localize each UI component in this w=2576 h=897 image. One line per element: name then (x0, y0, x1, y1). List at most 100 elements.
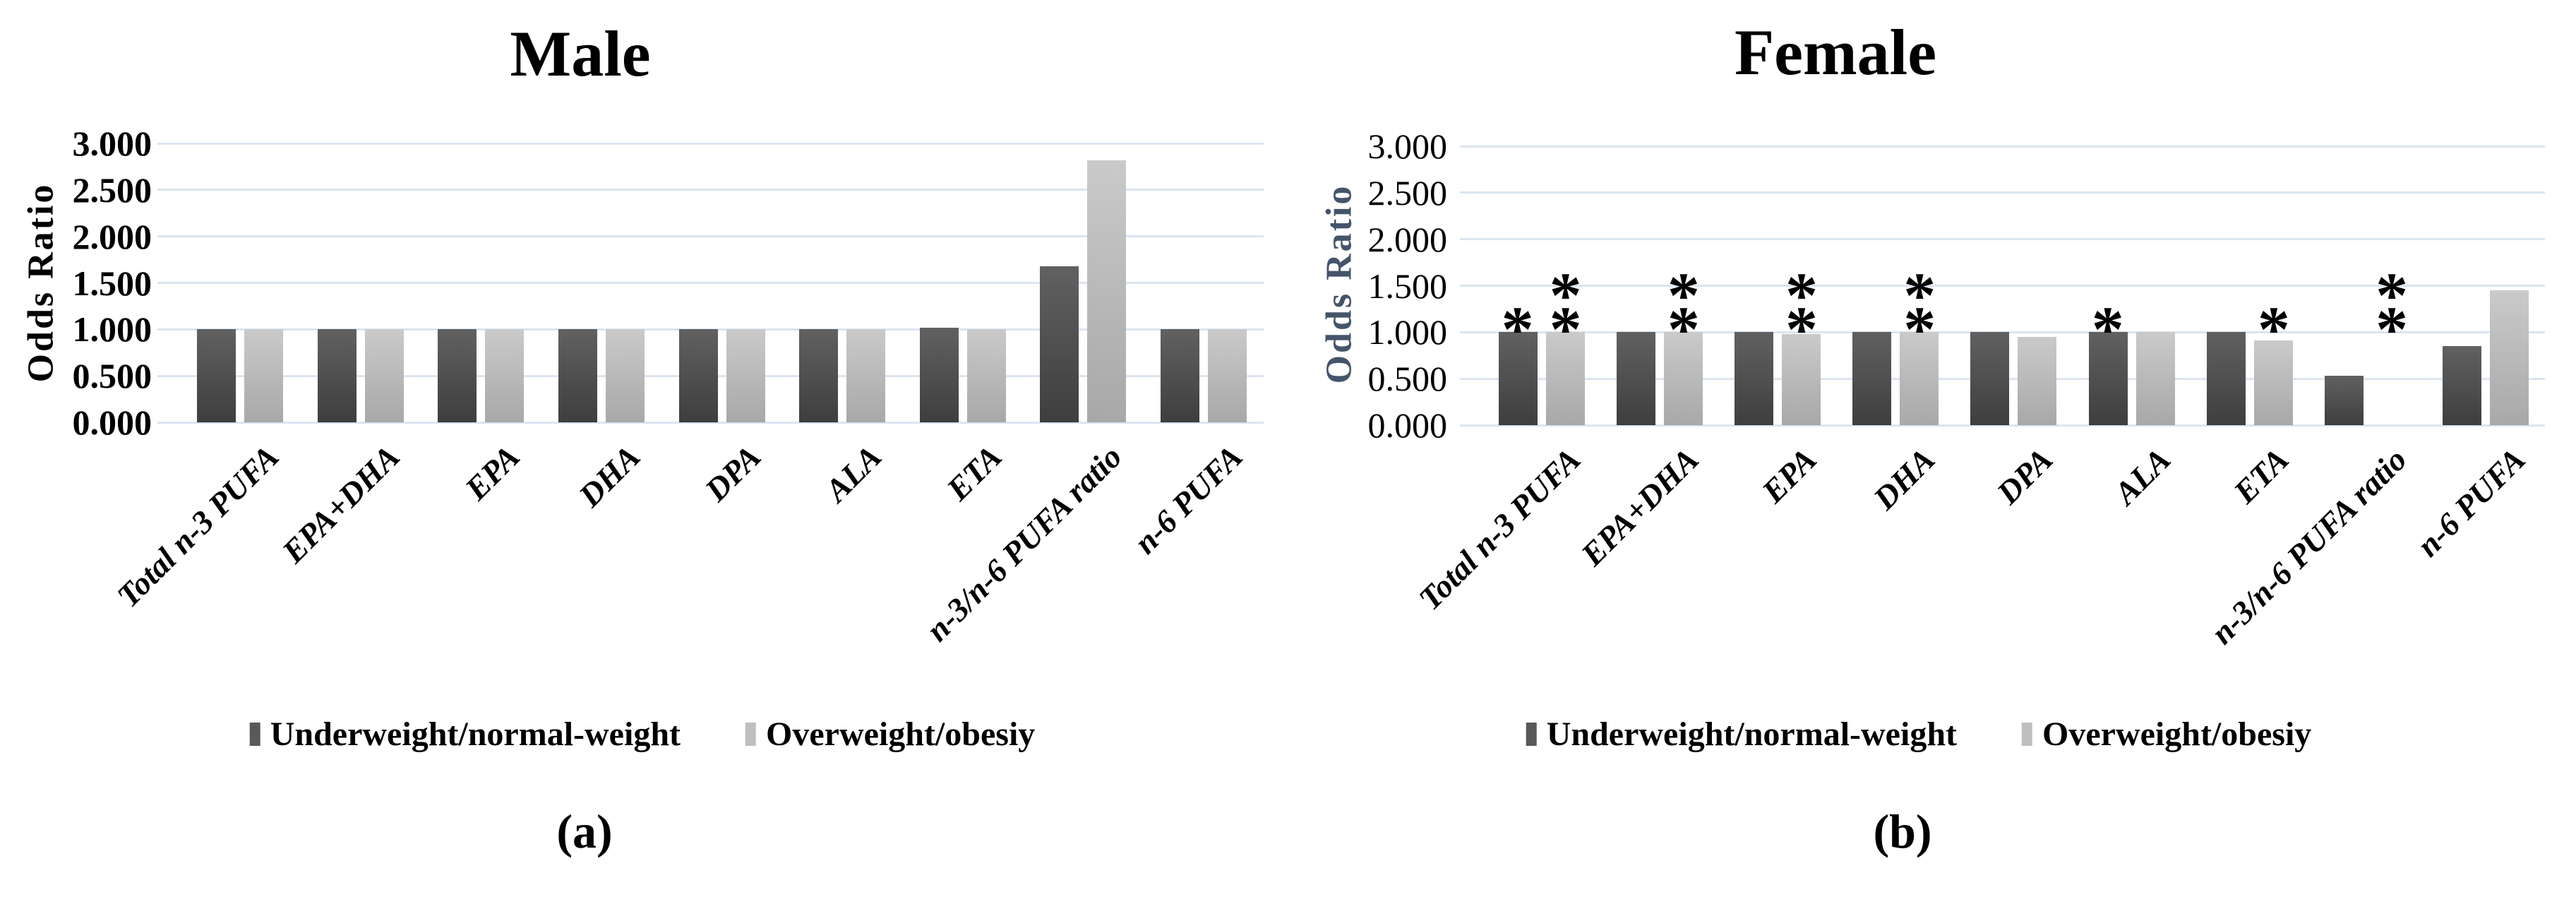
legend-swatch-overweight-icon (2022, 723, 2032, 746)
bar-group-n-6-pufa (1144, 143, 1264, 422)
bar-group-epa (421, 143, 541, 422)
bar-groups (180, 143, 1264, 422)
bar-group-n-3-n-6-pufa-ratio: * * (2309, 146, 2427, 425)
bar-underweight-dpa (678, 329, 718, 422)
x-axis-label-n-6-pufa: n-6 PUFA (2409, 441, 2532, 564)
y-tick-label: 0.500 (1367, 359, 1448, 399)
bar-overweight-ala (846, 329, 886, 422)
chart-a-plot-area (180, 142, 1264, 424)
bar-group-n-3-n-6-pufa-ratio (1023, 143, 1144, 422)
significance-marker-overweight-total-n-3-pufa: * * (1549, 259, 1582, 365)
bar-underweight-ala (2088, 332, 2128, 425)
panel-b-caption: (b) (1873, 804, 1932, 858)
chart-b-title: Female (1734, 16, 1937, 88)
x-axis-label-dpa: DPA (697, 438, 768, 509)
bar-underweight-dha (558, 329, 597, 422)
bar-groups: * * * * * * * * * * * * * (1482, 146, 2545, 425)
y-axis-tick (1460, 424, 1482, 427)
significance-marker-underweight-total-n-3-pufa: * (1501, 293, 1534, 365)
bar-underweight-epa (438, 329, 477, 422)
chart-b-plot-area: * * * * * * * * * * * * * (1482, 145, 2545, 427)
bar-underweight-eta (2206, 332, 2246, 425)
significance-marker-overweight-epa-dha: * * (1667, 259, 1700, 365)
y-tick-label: 2.000 (72, 216, 152, 256)
legend-entry-overweight: Overweight/obesiy (745, 715, 1035, 754)
bar-group-dha (541, 143, 662, 422)
gridline (180, 421, 1264, 424)
legend-entry-underweight: Underweight/normal-weight (249, 715, 681, 754)
bar-overweight-epa (1782, 333, 1821, 425)
bar-group-dpa (1955, 146, 2073, 425)
bar-underweight-dpa (1970, 332, 2010, 425)
bar-group-ala: * (2073, 146, 2191, 425)
y-axis-tick (1460, 145, 1482, 148)
significance-marker-underweight-ala: * (2091, 293, 2124, 365)
x-axis-label-epa: EPA (458, 438, 527, 507)
x-axis-label-n-6-pufa: n-6 PUFA (1127, 438, 1250, 561)
bar-overweight-eta (2253, 340, 2293, 425)
y-axis-tick (1460, 377, 1482, 380)
y-axis-tick (1460, 238, 1482, 241)
bar-overweight-dpa (726, 329, 765, 422)
bar-overweight-total-n-3-pufa (1545, 332, 1585, 425)
panel-a-caption: (a) (556, 804, 613, 858)
y-tick-label: 0.000 (72, 403, 152, 442)
x-axis-label-dha: DHA (572, 438, 647, 514)
x-axis-label-total-n-3-pufa: Total n-3 PUFA (1411, 441, 1588, 617)
legend-swatch-underweight-icon (249, 723, 260, 746)
gridline (180, 189, 1264, 191)
x-axis-label-epa-dha: EPA+DHA (275, 438, 407, 570)
y-tick-label: 3.000 (72, 124, 152, 163)
y-tick-label: 2.500 (1367, 172, 1448, 213)
y-tick-label: 0.000 (1367, 405, 1448, 445)
y-tick-label: 2.500 (72, 170, 152, 210)
gridline (1482, 285, 2545, 287)
gridline (1482, 191, 2545, 194)
y-axis-tick (1460, 331, 1482, 333)
chart-a-title: Male (510, 18, 651, 90)
bar-underweight-dha (1852, 332, 1892, 425)
bar-underweight-n-3-n-6-pufa-ratio (1040, 266, 1079, 422)
y-tick-label: 1.500 (72, 263, 152, 303)
bar-underweight-n-6-pufa (1160, 329, 1199, 422)
gridline (180, 328, 1264, 331)
bar-group-eta (902, 143, 1023, 422)
bar-overweight-dha (605, 329, 645, 422)
bar-overweight-eta (966, 329, 1006, 422)
y-tick-label: 1.000 (72, 309, 152, 350)
y-axis-tick (1460, 191, 1482, 194)
y-tick-label: 1.500 (1367, 266, 1448, 306)
legend-label-overweight: Overweight/obesiy (2042, 715, 2312, 753)
x-axis-label-epa-dha: EPA+DHA (1574, 441, 1706, 573)
significance-marker-overweight-epa: * * (1785, 259, 1819, 365)
bar-group-epa-dha: * * (1600, 146, 1718, 425)
legend-swatch-underweight-icon (1526, 723, 1537, 746)
x-axis-label-dpa: DPA (1989, 441, 2060, 511)
bar-underweight-n-6-pufa (2443, 346, 2482, 425)
y-axis-tick (157, 282, 180, 284)
x-axis-label-eta: ETA (939, 438, 1009, 508)
gridline (180, 282, 1264, 284)
bar-overweight-dha (1900, 332, 1939, 425)
y-tick-label: 0.500 (72, 356, 152, 396)
y-axis-tick (157, 374, 180, 377)
x-axis-label-n-3-n-6-pufa-ratio: n-3/n-6 PUFA ratio (2203, 441, 2414, 651)
significance-marker-overweight-dha: * * (1903, 259, 1936, 365)
bar-underweight-ala (799, 329, 839, 422)
legend-swatch-overweight-icon (745, 723, 756, 746)
bar-group-epa: * * (1718, 146, 1836, 425)
bar-underweight-eta (919, 327, 959, 422)
bar-overweight-n-3-n-6-pufa-ratio (1087, 160, 1127, 422)
legend-label-underweight: Underweight/normal-weight (1546, 715, 1957, 753)
gridline (180, 142, 1264, 145)
bar-overweight-epa (485, 329, 525, 422)
bar-group-n-6-pufa (2427, 146, 2545, 425)
gridline (1482, 424, 2545, 427)
bar-group-total-n-3-pufa (180, 143, 301, 422)
y-tick-label: 3.000 (1367, 126, 1448, 166)
bar-group-dpa (661, 143, 782, 422)
bar-overweight-epa-dha (1663, 332, 1703, 425)
y-axis-tick (157, 328, 180, 331)
y-axis-tick (157, 421, 180, 424)
